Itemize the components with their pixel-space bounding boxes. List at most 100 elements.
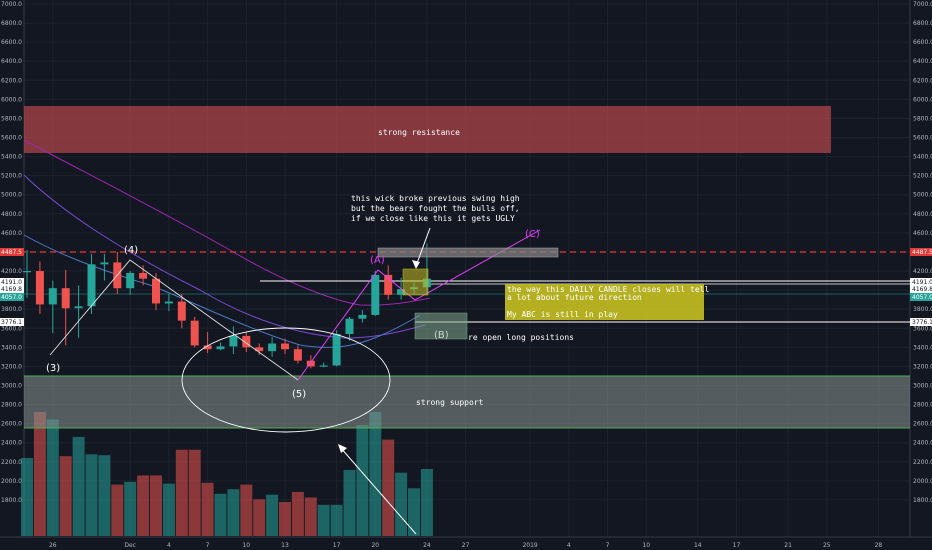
y-tick-right-2: 2200.0 — [913, 459, 932, 466]
previous-swing-box — [377, 247, 559, 258]
x-tick-3: 7 — [206, 542, 210, 549]
candle-body-23 — [319, 365, 328, 367]
y-tick-left-25: 6800.0 — [1, 20, 22, 27]
volume-bar-24 — [330, 504, 343, 536]
x-tick-18: 28 — [875, 542, 883, 549]
candle-body-15 — [216, 346, 225, 350]
price-tag-left-2: 4169.8 — [1, 286, 22, 293]
y-tick-left-4: 2600.0 — [1, 421, 22, 428]
x-tick-6: 17 — [333, 542, 341, 549]
y-tick-right-7: 3200.0 — [913, 363, 932, 370]
y-tick-left-15: 4800.0 — [1, 211, 22, 218]
y-tick-right-1: 2000.0 — [913, 478, 932, 485]
ma-line-short — [23, 234, 421, 348]
y-tick-right-17: 5200.0 — [913, 173, 932, 180]
volume-arrow-line — [339, 446, 417, 535]
candle-body-29 — [397, 289, 406, 295]
x-tick-8: 24 — [423, 542, 431, 549]
wick-note-line-1: this wick broke previous swing high — [351, 194, 520, 203]
candle-21 — [293, 345, 302, 364]
y-tick-left-2: 2200.0 — [1, 459, 22, 466]
wick-note-line-3: if we close like this it gets UGLY — [351, 214, 515, 223]
x-tick-10: 2019 — [522, 542, 537, 549]
y-tick-right-10: 3800.0 — [913, 306, 932, 313]
volume-bar-19 — [266, 494, 279, 536]
y-tick-right-12: 4200.0 — [913, 268, 932, 275]
daily-note-line-4: My ABC is still in play — [507, 310, 618, 319]
volume-bar-14 — [201, 482, 214, 536]
left-price-axis: 1800.0 2000.0 2200.0 2400.0 2600.0 2800.0 3000… — [1, 1, 22, 504]
bottom-ellipse — [181, 327, 391, 433]
candle-25 — [345, 316, 354, 341]
wave-label-c: (C) — [525, 229, 540, 240]
wave-label-5: (5) — [292, 389, 306, 400]
volume-bar-15 — [214, 493, 227, 536]
volume-bar-30 — [408, 488, 420, 536]
y-tick-right-19: 5600.0 — [913, 135, 932, 142]
candle-body-2 — [48, 288, 57, 305]
price-zones: strong resistance strong support — [24, 106, 910, 429]
volume-bar-29 — [395, 472, 408, 536]
candle-10 — [152, 272, 160, 311]
candle-body-16 — [229, 335, 238, 347]
price-tag-right-3: 4057.0 — [912, 294, 932, 301]
candle-26 — [358, 310, 367, 323]
candle-body-28 — [384, 274, 393, 295]
candle-13 — [190, 316, 199, 348]
volume-bar-25 — [343, 469, 356, 536]
volume-bar-26 — [356, 424, 369, 536]
x-tick-2: 4 — [167, 542, 171, 549]
y-tick-left-8: 3400.0 — [1, 344, 22, 351]
candle-24 — [332, 330, 341, 367]
y-tick-left-23: 6400.0 — [1, 58, 22, 65]
volume-bar-20 — [279, 502, 291, 536]
x-tick-11: 4 — [567, 542, 571, 549]
moving-averages — [23, 139, 431, 348]
resistance-label: strong resistance — [378, 128, 460, 137]
y-tick-left-9: 3600.0 — [1, 325, 22, 332]
ma-line-mid — [23, 174, 426, 339]
candle-1 — [35, 261, 44, 314]
volume-bar-27 — [369, 412, 382, 536]
volume-arrow-head — [338, 444, 347, 453]
x-tick-4: 10 — [242, 542, 250, 549]
volume-bar-23 — [317, 504, 330, 536]
y-tick-left-3: 2400.0 — [1, 440, 22, 447]
volume-bar-3 — [59, 456, 72, 536]
daily-note-box — [505, 284, 704, 320]
price-tag-right-bg-4 — [910, 318, 932, 326]
support-zone — [24, 376, 910, 428]
x-tick-5: 13 — [281, 542, 289, 549]
candle-11 — [164, 293, 173, 312]
y-tick-left-20: 5800.0 — [1, 115, 22, 122]
y-tick-right-16: 5000.0 — [913, 192, 932, 199]
y-tick-right-0: 1800.0 — [913, 497, 932, 504]
price-tag-right-0: 4487.5 — [912, 249, 932, 256]
candle-8 — [126, 271, 135, 295]
candle-23 — [319, 362, 328, 368]
volume-bar-10 — [150, 475, 162, 536]
y-tick-left-10: 3800.0 — [1, 306, 22, 313]
y-tick-right-3: 2400.0 — [913, 440, 932, 447]
time-axis: 26 Dec 4 7 10 13 17 20 24 27 2019 4 7 10 14 17 21 25 28 — [49, 542, 882, 549]
wick-arrow-line — [415, 227, 431, 267]
volume-bar-13 — [188, 449, 201, 536]
price-tag-right-bg-2 — [910, 285, 932, 293]
x-tick-16: 21 — [784, 542, 792, 549]
candle-body-8 — [126, 272, 135, 289]
candle-12 — [177, 293, 186, 329]
price-tag-right-bg-0 — [910, 248, 932, 256]
candle-20 — [281, 338, 289, 355]
volume-bar-12 — [175, 449, 188, 536]
long-positions-note: re open long positions — [468, 333, 574, 342]
y-tick-right-9: 3600.0 — [913, 325, 932, 332]
volume-bar-1 — [33, 412, 46, 536]
candle-6 — [100, 253, 109, 281]
price-tag-left-bg-0 — [0, 248, 24, 256]
price-tag-left-3: 4057.0 — [1, 294, 22, 301]
y-tick-right-8: 3400.0 — [913, 344, 932, 351]
y-tick-right-24: 6600.0 — [913, 39, 932, 46]
volume-bar-18 — [253, 499, 266, 536]
